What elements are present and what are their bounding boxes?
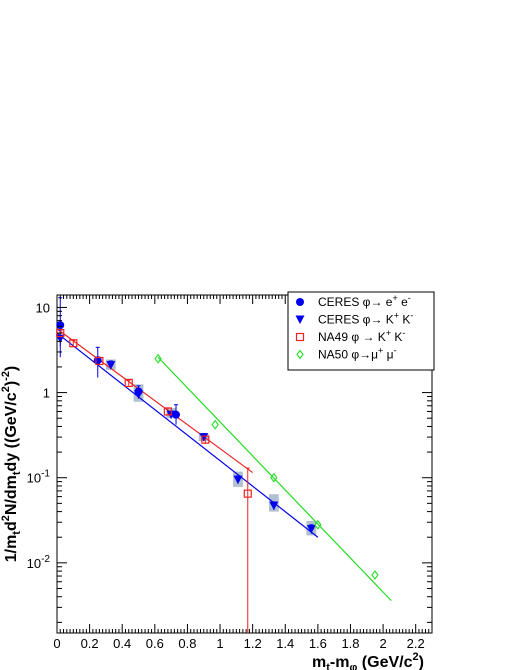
data-point	[134, 390, 144, 399]
x-tick-label: 0.6	[146, 636, 164, 651]
y-tick-label: 10	[36, 300, 50, 315]
fit-line	[157, 356, 392, 602]
plot-frame	[56, 294, 433, 634]
x-tick-label: 2.2	[407, 636, 425, 651]
data-point	[269, 501, 279, 511]
data-point	[95, 356, 104, 366]
legend-marker	[295, 332, 305, 342]
data-point	[56, 321, 65, 330]
legend-label: NA50 φ→μ+ μ-	[318, 346, 397, 362]
data-point	[371, 570, 379, 580]
x-tick-label: 1.4	[276, 636, 294, 651]
error-bars	[58, 297, 314, 633]
data-markers	[55, 321, 379, 580]
data-point	[163, 407, 172, 416]
fit-line	[56, 328, 254, 474]
data-point	[314, 519, 322, 530]
legend-label: NA49 φ → K+ K-	[318, 328, 405, 344]
x-tick-label: 0.8	[178, 636, 196, 651]
y-axis-title: 1/mtd2N/dmtdy ((GeV/c2)-2)	[0, 366, 23, 563]
data-point	[201, 435, 210, 444]
data-point	[124, 378, 133, 387]
data-point	[56, 328, 65, 338]
x-tick-label: 1.8	[341, 636, 359, 651]
x-tick-label: 0.4	[113, 636, 131, 651]
x-tick-label: 2	[379, 636, 386, 651]
legend-label: CERES φ→ K+ K-	[318, 311, 413, 327]
legend-marker	[296, 349, 304, 360]
y-axis: 10-2 10-1 1 10	[27, 300, 432, 623]
data-point	[211, 419, 219, 430]
x-axis-title: mt-mφ (GeV/c2)	[312, 651, 424, 670]
data-point	[106, 361, 116, 370]
y-tick-label: 1	[43, 386, 50, 401]
x-tick-label: 1.2	[244, 636, 262, 651]
data-point	[233, 475, 243, 485]
legend-entries: CERES φ→ e+ e- CERES φ→ K+ K-NA49 φ → K+ …	[295, 293, 413, 362]
x-tick-label: 0	[53, 636, 60, 651]
data-point	[306, 524, 316, 534]
x-tick-label: 1.6	[309, 636, 327, 651]
y-tick-label: 10-1	[27, 469, 51, 486]
data-point	[270, 472, 278, 483]
x-tick-label: 1	[216, 636, 223, 651]
y-tick-label: 10-2	[27, 554, 51, 571]
x-tick-label: 0.2	[81, 636, 99, 651]
data-point	[69, 339, 78, 348]
legend-box	[287, 291, 435, 371]
data-point	[243, 489, 252, 498]
data-point	[199, 433, 209, 442]
legend: CERES φ→ e+ e- CERES φ→ K+ K-NA49 φ → K+ …	[287, 291, 435, 371]
legend-label: CERES φ→ e+ e-	[318, 293, 411, 309]
legend-marker	[296, 298, 304, 306]
data-point	[154, 353, 162, 364]
legend-marker	[295, 315, 305, 324]
